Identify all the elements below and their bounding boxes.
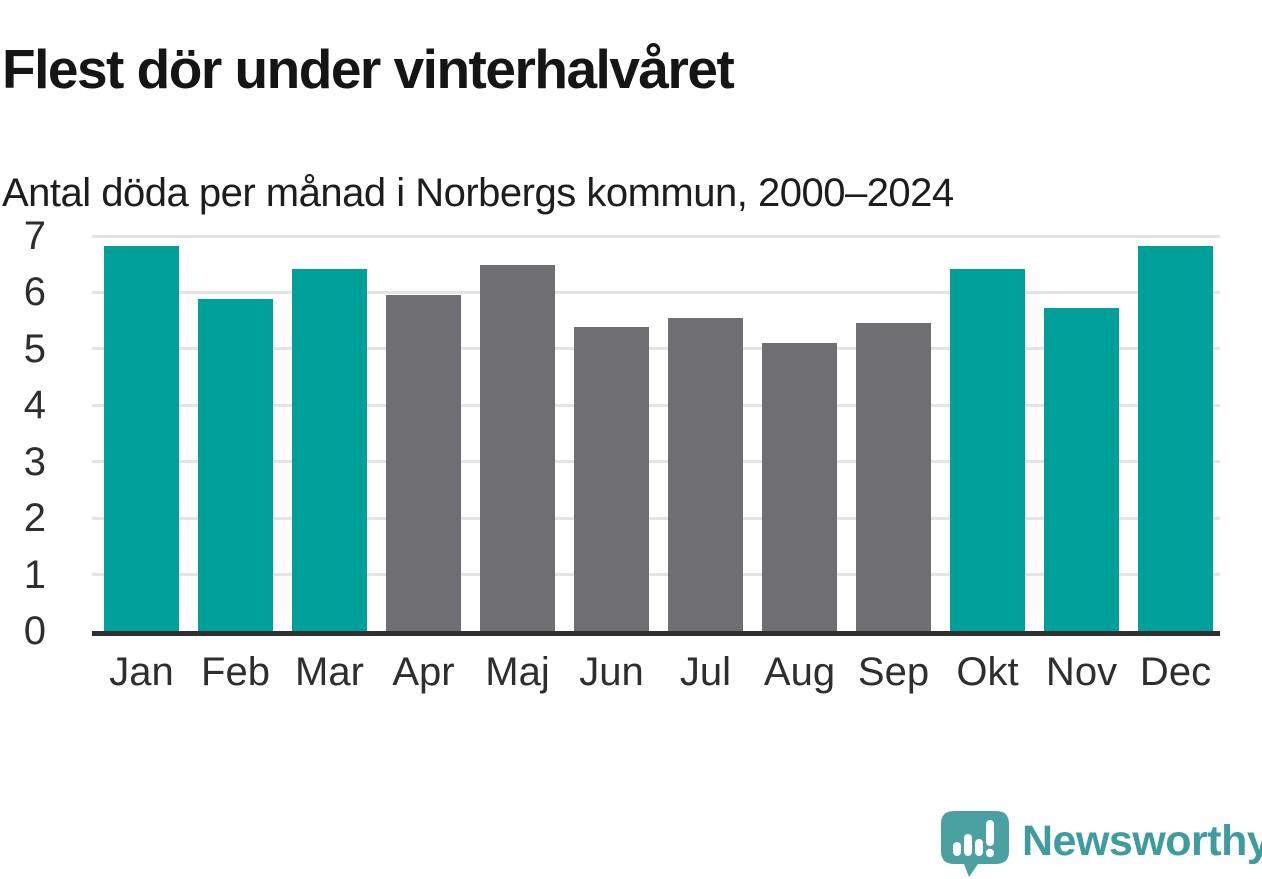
y-axis: 0 1 2 3 4 5 6 7 xyxy=(0,216,46,651)
x-axis-tick-label: Jan xyxy=(109,650,174,694)
x-axis-tick-label: Maj xyxy=(485,650,550,694)
brand-footer: Newsworthy xyxy=(941,811,1262,877)
x-axis-tick-label: Mar xyxy=(295,650,364,694)
x-axis-tick-label: Apr xyxy=(392,650,455,694)
gridline xyxy=(92,347,1220,351)
bar-feb xyxy=(198,299,273,631)
bar-apr xyxy=(386,295,461,631)
x-axis-tick-label: Jul xyxy=(679,650,732,694)
bar-jun xyxy=(574,327,649,631)
y-axis-tick-label: 0 xyxy=(23,609,46,653)
y-axis-tick-label: 4 xyxy=(23,383,46,428)
gridline xyxy=(92,573,1220,577)
gridline xyxy=(92,460,1220,464)
x-axis-tick-label: Aug xyxy=(763,650,836,694)
bar-mar xyxy=(292,269,367,631)
bar-sep xyxy=(856,322,931,631)
y-axis-tick-label: 2 xyxy=(23,496,46,541)
bar-aug xyxy=(762,343,837,631)
y-axis-tick-label: 6 xyxy=(23,270,46,315)
chart-subtitle: Antal döda per månad i Norbergs kommun, … xyxy=(2,171,954,215)
gridline xyxy=(92,403,1220,407)
bar-maj xyxy=(480,264,555,631)
bar-okt xyxy=(950,269,1025,631)
y-axis-tick-label: 3 xyxy=(23,439,46,484)
newsworthy-logo-icon xyxy=(941,811,1009,877)
x-axis-tick-label: Feb xyxy=(201,650,270,694)
x-axis-tick-label: Sep xyxy=(857,650,930,694)
bar-jul xyxy=(668,318,743,631)
x-axis-tick-label: Okt xyxy=(956,650,1019,694)
gridline xyxy=(92,290,1220,294)
y-axis-tick-label: 1 xyxy=(23,552,46,597)
gridline xyxy=(92,516,1220,520)
y-axis-tick-label: 5 xyxy=(23,326,46,371)
x-axis-tick-label: Jun xyxy=(579,650,644,694)
logo-bar-chart-glyph xyxy=(953,820,995,858)
bar-dec xyxy=(1138,245,1213,631)
x-axis-tick-label: Nov xyxy=(1045,650,1118,694)
plot-area: Jan Feb Mar Apr Maj Jun Jul Aug Sep Okt Nov Dec xyxy=(92,234,1220,694)
y-axis-tick-label: 7 xyxy=(23,214,46,258)
bar-nov xyxy=(1044,308,1119,631)
chart-title: Flest dör under vinterhalvåret xyxy=(2,37,735,100)
gridline xyxy=(92,234,1220,238)
x-axis-tick-label: Dec xyxy=(1139,650,1212,694)
bar-jan xyxy=(104,245,179,631)
x-axis-line xyxy=(92,631,1220,636)
brand-name: Newsworthy xyxy=(1022,816,1262,865)
